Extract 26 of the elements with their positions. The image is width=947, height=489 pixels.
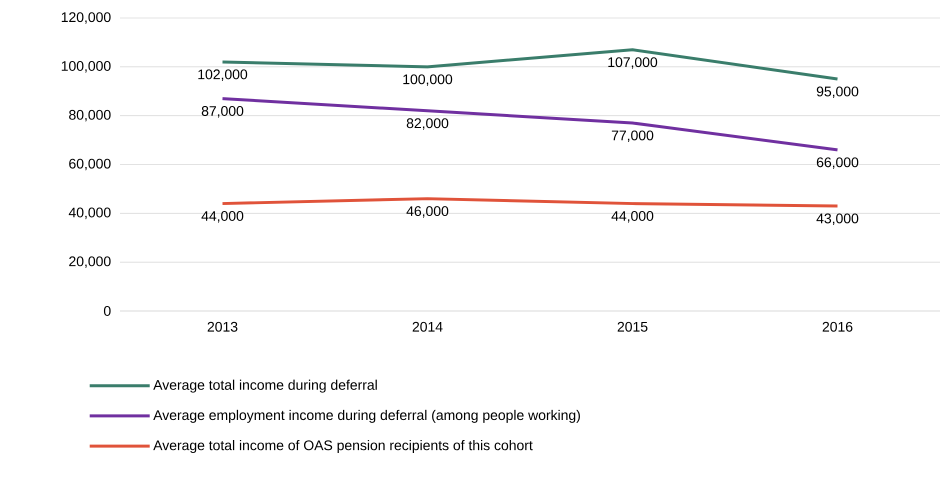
data-label: 102,000 [198,69,248,81]
data-label: 87,000 [202,106,244,118]
data-label: 82,000 [406,118,448,130]
y-tick-label: 100,000 [62,61,111,73]
data-label: 43,000 [816,213,858,226]
x-tick-label: 2013 [208,322,238,332]
data-label: 46,000 [406,206,448,218]
legend-label: Average total income of OAS pension recipients of this cohort [153,440,533,454]
y-tick-label: 60,000 [69,158,111,170]
y-tick-label: 80,000 [69,110,111,122]
y-tick-label: 20,000 [69,256,111,268]
legend-label: Average employment income during deferral (among people working) [153,410,580,423]
data-label: 100,000 [403,74,452,86]
data-label: 44,000 [611,211,654,223]
x-tick-label: 2014 [412,322,443,332]
x-tick-label: 2016 [822,322,852,332]
data-label: 44,000 [201,211,244,223]
data-label: 107,000 [608,57,658,69]
data-label: 66,000 [816,157,858,169]
legend-label: Average total income during deferral [153,380,377,393]
x-tick-label: 2015 [618,322,648,332]
y-tick-label: 120,000 [62,12,111,24]
y-tick-label: 40,000 [68,208,111,220]
y-tick-label: 0 [104,306,111,316]
data-label: 95,000 [816,86,858,98]
data-label: 77,000 [612,130,654,142]
